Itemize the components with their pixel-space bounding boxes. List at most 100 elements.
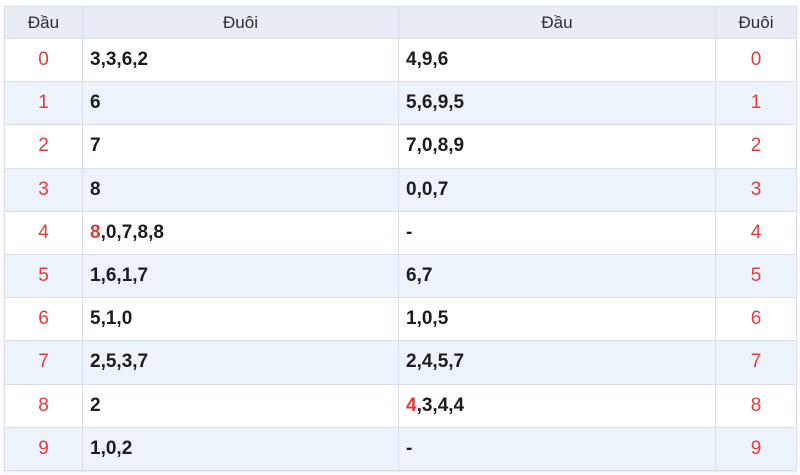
head-digit: 0 <box>38 49 49 71</box>
table-row: 6 5,1,0 1,0,5 6 <box>4 297 797 342</box>
left-tails-cell: 7 <box>82 124 399 169</box>
tail-digit-cell: 7 <box>715 340 797 385</box>
dau-duoi-table: Đầu Đuôi Đầu Đuôi 0 3,3,6,2 4,9,6 0 1 6 … <box>4 6 797 471</box>
table-row: 4 8,0,7,8,8 - 4 <box>4 210 797 255</box>
column-header-dau-right: Đầu <box>398 6 716 39</box>
tail-digit: 6 <box>750 308 762 330</box>
tail-digit-cell: 8 <box>715 383 797 428</box>
tail-values: 6 <box>90 92 101 114</box>
tail-digit-cell: 0 <box>715 37 797 83</box>
head-digit: 9 <box>38 437 49 459</box>
head-values: 5,6,9,5 <box>406 92 465 114</box>
left-tails-cell: 8,0,7,8,8 <box>82 210 399 255</box>
table-row: 2 7 7,0,8,9 2 <box>4 124 797 169</box>
head-digit-cell: 8 <box>4 383 83 428</box>
tail-digit-cell: 6 <box>715 297 797 342</box>
table-header: Đầu Đuôi Đầu Đuôi <box>4 6 797 39</box>
right-heads-cell: 2,4,5,7 <box>398 340 716 385</box>
table-row: 7 2,5,3,7 2,4,5,7 7 <box>4 340 797 385</box>
tail-digit: 1 <box>750 92 762 114</box>
head-digit-cell: 7 <box>4 340 83 385</box>
highlighted-value: 4 <box>406 394 417 416</box>
right-heads-cell: 7,0,8,9 <box>398 124 716 169</box>
head-values: 4,9,6 <box>406 49 449 71</box>
tail-digit-cell: 4 <box>715 210 797 255</box>
dau-duoi-statistics-panel: Đầu Đuôi Đầu Đuôi 0 3,3,6,2 4,9,6 0 1 6 … <box>4 6 797 471</box>
tail-values: 2,5,3,7 <box>90 351 149 373</box>
tail-values: 3,3,6,2 <box>90 49 149 71</box>
right-heads-cell: 4,9,6 <box>398 37 716 83</box>
right-heads-cell: 6,7 <box>398 253 716 299</box>
tail-digit-cell: 5 <box>715 253 797 299</box>
left-tails-cell: 8 <box>82 167 399 212</box>
right-heads-cell: 0,0,7 <box>398 167 716 212</box>
right-heads-cell: 4,3,4,4 <box>398 383 716 428</box>
header-row: Đầu Đuôi Đầu Đuôi <box>4 6 797 39</box>
tail-digit-cell: 9 <box>715 426 797 471</box>
table-row: 3 8 0,0,7 3 <box>4 167 797 212</box>
tail-digit-cell: 2 <box>715 124 797 169</box>
head-values: 6,7 <box>406 265 433 287</box>
head-values: 1,0,5 <box>406 308 449 330</box>
table-row: 9 1,0,2 - 9 <box>4 426 797 471</box>
head-digit: 4 <box>38 221 49 243</box>
highlighted-value: 8 <box>90 221 101 243</box>
right-heads-cell: - <box>398 210 716 255</box>
head-digit-cell: 6 <box>4 297 83 342</box>
head-digit: 3 <box>38 178 49 200</box>
right-heads-cell: 1,0,5 <box>398 297 716 342</box>
head-digit-cell: 9 <box>4 426 83 471</box>
tail-values: ,0,7,8,8 <box>100 221 164 243</box>
left-tails-cell: 6 <box>82 81 399 126</box>
tail-digit: 4 <box>750 221 762 243</box>
tail-digit: 8 <box>750 394 762 416</box>
tail-digit: 0 <box>750 49 762 71</box>
head-digit-cell: 4 <box>4 210 83 255</box>
tail-digit: 7 <box>750 351 762 373</box>
tail-digit: 9 <box>750 437 762 459</box>
tail-digit: 2 <box>750 135 762 157</box>
head-digit: 5 <box>38 265 49 287</box>
tail-values: 5,1,0 <box>90 308 133 330</box>
head-digit: 1 <box>38 92 49 114</box>
right-heads-cell: - <box>398 426 716 471</box>
tail-values: 1,6,1,7 <box>90 265 149 287</box>
tail-digit: 3 <box>750 178 762 200</box>
tail-digit-cell: 3 <box>715 167 797 212</box>
left-tails-cell: 3,3,6,2 <box>82 37 399 83</box>
tail-values: 2 <box>90 394 101 416</box>
tail-values: 8 <box>90 178 101 200</box>
left-tails-cell: 2,5,3,7 <box>82 340 399 385</box>
column-header-duoi-right: Đuôi <box>715 6 797 39</box>
table-row: 1 6 5,6,9,5 1 <box>4 81 797 126</box>
tail-digit: 5 <box>750 265 762 287</box>
left-tails-cell: 2 <box>82 383 399 428</box>
left-tails-cell: 1,6,1,7 <box>82 253 399 299</box>
head-digit-cell: 3 <box>4 167 83 212</box>
tail-digit-cell: 1 <box>715 81 797 126</box>
head-digit-cell: 1 <box>4 81 83 126</box>
head-values: 0,0,7 <box>406 178 449 200</box>
head-values: 7,0,8,9 <box>406 135 465 157</box>
table-body: 0 3,3,6,2 4,9,6 0 1 6 5,6,9,5 1 2 7 <box>4 37 797 471</box>
head-digit: 8 <box>38 394 49 416</box>
column-header-dau-left: Đầu <box>4 6 83 39</box>
table-row: 5 1,6,1,7 6,7 5 <box>4 253 797 299</box>
table-row: 8 2 4,3,4,4 8 <box>4 383 797 428</box>
head-values: - <box>406 221 413 243</box>
head-digit-cell: 2 <box>4 124 83 169</box>
head-digit: 6 <box>38 308 49 330</box>
head-digit: 7 <box>38 351 49 373</box>
head-digit-cell: 5 <box>4 253 83 299</box>
head-digit: 2 <box>38 135 49 157</box>
tail-values: 7 <box>90 135 101 157</box>
table-row: 0 3,3,6,2 4,9,6 0 <box>4 37 797 83</box>
tail-values: 1,0,2 <box>90 437 133 459</box>
head-values: - <box>406 437 413 459</box>
head-values: 2,4,5,7 <box>406 351 465 373</box>
column-header-duoi-left: Đuôi <box>82 6 399 39</box>
head-values: ,3,4,4 <box>416 394 465 416</box>
left-tails-cell: 1,0,2 <box>82 426 399 471</box>
right-heads-cell: 5,6,9,5 <box>398 81 716 126</box>
left-tails-cell: 5,1,0 <box>82 297 399 342</box>
